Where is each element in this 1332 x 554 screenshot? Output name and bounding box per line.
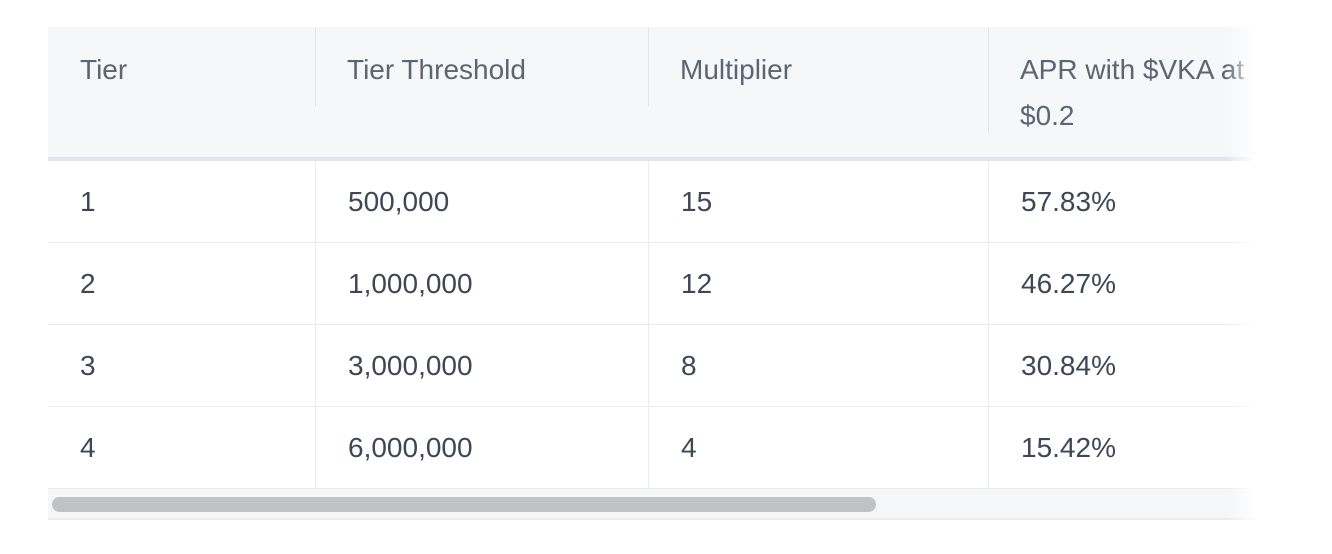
table-scroll-area[interactable]: Tier Tier Threshold Multiplier APR with $VK… <box>48 27 1274 489</box>
horizontal-scrollbar-track[interactable] <box>48 489 1274 520</box>
cell-tier: 3 <box>48 325 315 407</box>
cell-tier_threshold: 3,000,000 <box>315 325 648 407</box>
cell-tier: 1 <box>48 161 315 243</box>
table-row: 3 3,000,000 8 30.84% <box>48 325 1274 407</box>
cell-tier_threshold: 500,000 <box>315 161 648 243</box>
cell-tier: 2 <box>48 243 315 325</box>
table-row: 1 500,000 15 57.83% <box>48 161 1274 243</box>
table-row: 4 6,000,000 4 15.42% <box>48 407 1274 489</box>
column-header-tier: Tier <box>48 27 315 161</box>
cell-tier_threshold: 6,000,000 <box>315 407 648 489</box>
column-header-tier_threshold: Tier Threshold <box>315 27 648 161</box>
cell-tier_threshold: 1,000,000 <box>315 243 648 325</box>
cell-apr_vka_0_2: 30.84% <box>988 325 1274 407</box>
cell-multiplier: 12 <box>648 243 988 325</box>
cell-multiplier: 8 <box>648 325 988 407</box>
header-row: Tier Tier Threshold Multiplier APR with $VK… <box>48 27 1274 161</box>
table-row: 2 1,000,000 12 46.27% <box>48 243 1274 325</box>
cell-multiplier: 4 <box>648 407 988 489</box>
cell-apr_vka_0_2: 46.27% <box>988 243 1274 325</box>
cell-tier: 4 <box>48 407 315 489</box>
column-header-multiplier: Multiplier <box>648 27 988 161</box>
cell-multiplier: 15 <box>648 161 988 243</box>
cell-apr_vka_0_2: 57.83% <box>988 161 1274 243</box>
table-container: Tier Tier Threshold Multiplier APR with $VK… <box>48 27 1274 520</box>
cell-apr_vka_0_2: 15.42% <box>988 407 1274 489</box>
horizontal-scrollbar-thumb[interactable] <box>52 497 876 512</box>
column-header-apr_vka_0_2: APR with $VKA at $0.2 <box>988 27 1274 161</box>
tiers-table: Tier Tier Threshold Multiplier APR with $VK… <box>48 27 1274 489</box>
